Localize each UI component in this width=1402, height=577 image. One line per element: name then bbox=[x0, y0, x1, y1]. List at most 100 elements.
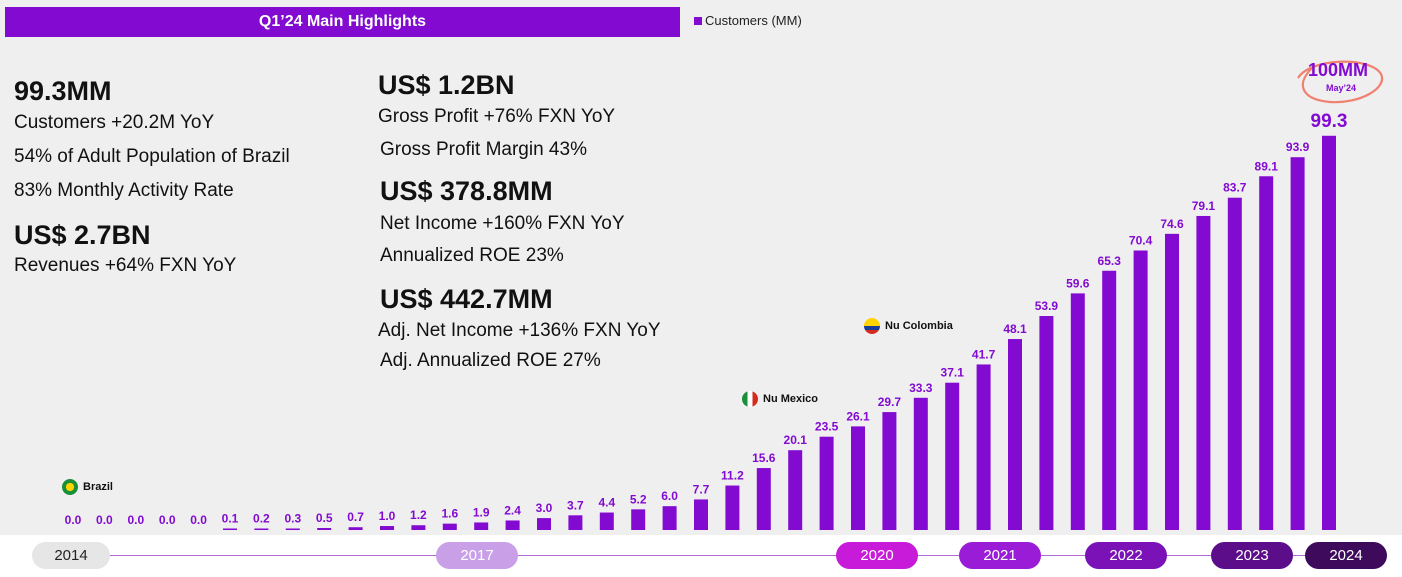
bar-30 bbox=[1008, 339, 1022, 530]
bar-8 bbox=[317, 528, 332, 530]
customers-value: 99.3MM bbox=[14, 76, 112, 106]
gross-line-1: Gross Profit +76% FXN YoY bbox=[378, 106, 616, 127]
bar-label-13: 1.9 bbox=[473, 505, 490, 519]
brazil-flag-icon bbox=[62, 479, 78, 495]
bar-6 bbox=[254, 528, 269, 530]
bar-label-39: 93.9 bbox=[1286, 140, 1310, 154]
year-pill-2014: 2014 bbox=[32, 542, 110, 569]
bar-26 bbox=[882, 412, 897, 530]
adj-line-2: Adj. Annualized ROE 27% bbox=[380, 350, 601, 371]
mexico-label: Nu Mexico bbox=[763, 392, 819, 405]
bar-9 bbox=[348, 527, 363, 530]
bar-14 bbox=[505, 520, 520, 530]
milestone-circle bbox=[1297, 60, 1384, 104]
bar-label-9: 0.7 bbox=[347, 510, 364, 524]
bar-label-10: 1.0 bbox=[379, 509, 396, 523]
legend-swatch bbox=[694, 17, 702, 25]
bar-label-16: 3.7 bbox=[567, 498, 584, 512]
bar-38 bbox=[1259, 176, 1274, 530]
bar-label-20: 7.7 bbox=[693, 482, 710, 496]
milestone-date: May’24 bbox=[1326, 83, 1357, 93]
bar-16 bbox=[568, 515, 583, 530]
timeline-line bbox=[110, 555, 1310, 556]
bar-35 bbox=[1165, 233, 1179, 530]
bar-label-8: 0.5 bbox=[316, 511, 333, 525]
bar-label-29: 41.7 bbox=[972, 347, 996, 361]
bar-25 bbox=[851, 426, 865, 530]
year-pill-2022: 2022 bbox=[1085, 542, 1167, 569]
bar-label-14: 2.4 bbox=[504, 503, 521, 517]
bar-label-34: 70.4 bbox=[1129, 234, 1153, 248]
legend-label: Customers (MM) bbox=[705, 13, 802, 28]
bar-22 bbox=[756, 468, 771, 530]
bar-32 bbox=[1070, 293, 1085, 530]
milestone-value: 100MM bbox=[1308, 60, 1369, 80]
bar-37 bbox=[1227, 197, 1242, 530]
adj-value: US$ 442.7MM bbox=[380, 284, 553, 314]
year-pill-2017: 2017 bbox=[436, 542, 518, 569]
bar-label-36: 79.1 bbox=[1192, 199, 1216, 213]
bar-label-31: 53.9 bbox=[1035, 299, 1059, 313]
bar-7 bbox=[285, 528, 300, 530]
year-pill-2024: 2024 bbox=[1305, 542, 1387, 569]
net-line-2: Annualized ROE 23% bbox=[380, 245, 564, 266]
year-pill-2021: 2021 bbox=[959, 542, 1041, 569]
bar-10 bbox=[380, 526, 394, 530]
brazil-marker: Brazil bbox=[62, 479, 113, 495]
bar-label-15: 3.0 bbox=[536, 501, 553, 515]
bar-12 bbox=[442, 523, 457, 530]
revenue-value: US$ 2.7BN bbox=[14, 220, 151, 250]
bar-label-33: 65.3 bbox=[1098, 254, 1122, 268]
adj-line-1: Adj. Net Income +136% FXN YoY bbox=[378, 320, 661, 341]
bar-label-32: 59.6 bbox=[1066, 276, 1090, 290]
revenue-line: Revenues +64% FXN YoY bbox=[14, 255, 237, 276]
bar-20 bbox=[694, 499, 708, 530]
bar-label-7: 0.3 bbox=[284, 512, 301, 526]
bar-36 bbox=[1196, 215, 1211, 530]
bar-34 bbox=[1133, 250, 1148, 530]
bar-label-1: 0.0 bbox=[96, 513, 113, 527]
bar-label-24: 23.5 bbox=[815, 420, 839, 434]
colombia-marker: Nu Colombia bbox=[864, 318, 953, 334]
bar-11 bbox=[411, 525, 426, 530]
bar-33 bbox=[1102, 270, 1117, 530]
brazil-label: Brazil bbox=[83, 480, 113, 493]
year-pill-2020: 2020 bbox=[836, 542, 918, 569]
mexico-marker: Nu Mexico bbox=[742, 391, 818, 407]
customers-line-3: 83% Monthly Activity Rate bbox=[14, 180, 234, 201]
year-pill-2023: 2023 bbox=[1211, 542, 1293, 569]
bar-label-40: 99.3 bbox=[1311, 111, 1348, 132]
bar-label-37: 83.7 bbox=[1223, 181, 1247, 195]
bar-23 bbox=[788, 450, 803, 530]
bar-label-35: 74.6 bbox=[1160, 217, 1184, 231]
customers-line-2: 54% of Adult Population of Brazil bbox=[14, 146, 290, 167]
bar-label-23: 20.1 bbox=[784, 433, 808, 447]
bar-24 bbox=[819, 436, 834, 530]
customers-line-1: Customers +20.2M YoY bbox=[14, 112, 215, 133]
bar-label-30: 48.1 bbox=[1003, 322, 1027, 336]
page-title: Q1’24 Main Highlights bbox=[5, 7, 680, 37]
bar-label-17: 4.4 bbox=[598, 496, 615, 510]
bar-label-22: 15.6 bbox=[752, 451, 776, 465]
chart-legend: Customers (MM) bbox=[694, 13, 802, 28]
bar-label-6: 0.2 bbox=[253, 512, 270, 526]
bar-28 bbox=[945, 382, 960, 530]
bar-label-5: 0.1 bbox=[222, 512, 239, 526]
bar-15 bbox=[537, 518, 551, 530]
bar-label-25: 26.1 bbox=[846, 409, 870, 423]
bar-17 bbox=[599, 512, 614, 530]
bar-40 bbox=[1322, 135, 1336, 531]
colombia-label: Nu Colombia bbox=[885, 319, 953, 332]
bar-label-21: 11.2 bbox=[721, 469, 744, 483]
colombia-flag-icon bbox=[864, 318, 880, 334]
net-value: US$ 378.8MM bbox=[380, 176, 553, 206]
gross-value: US$ 1.2BN bbox=[378, 70, 515, 100]
bar-31 bbox=[1039, 316, 1054, 530]
bar-21 bbox=[725, 485, 740, 530]
net-line-1: Net Income +160% FXN YoY bbox=[380, 213, 625, 234]
bar-39 bbox=[1290, 157, 1305, 531]
bar-19 bbox=[662, 506, 677, 530]
bar-label-18: 5.2 bbox=[630, 492, 647, 506]
bar-5 bbox=[223, 528, 237, 530]
bar-label-0: 0.0 bbox=[65, 513, 82, 527]
